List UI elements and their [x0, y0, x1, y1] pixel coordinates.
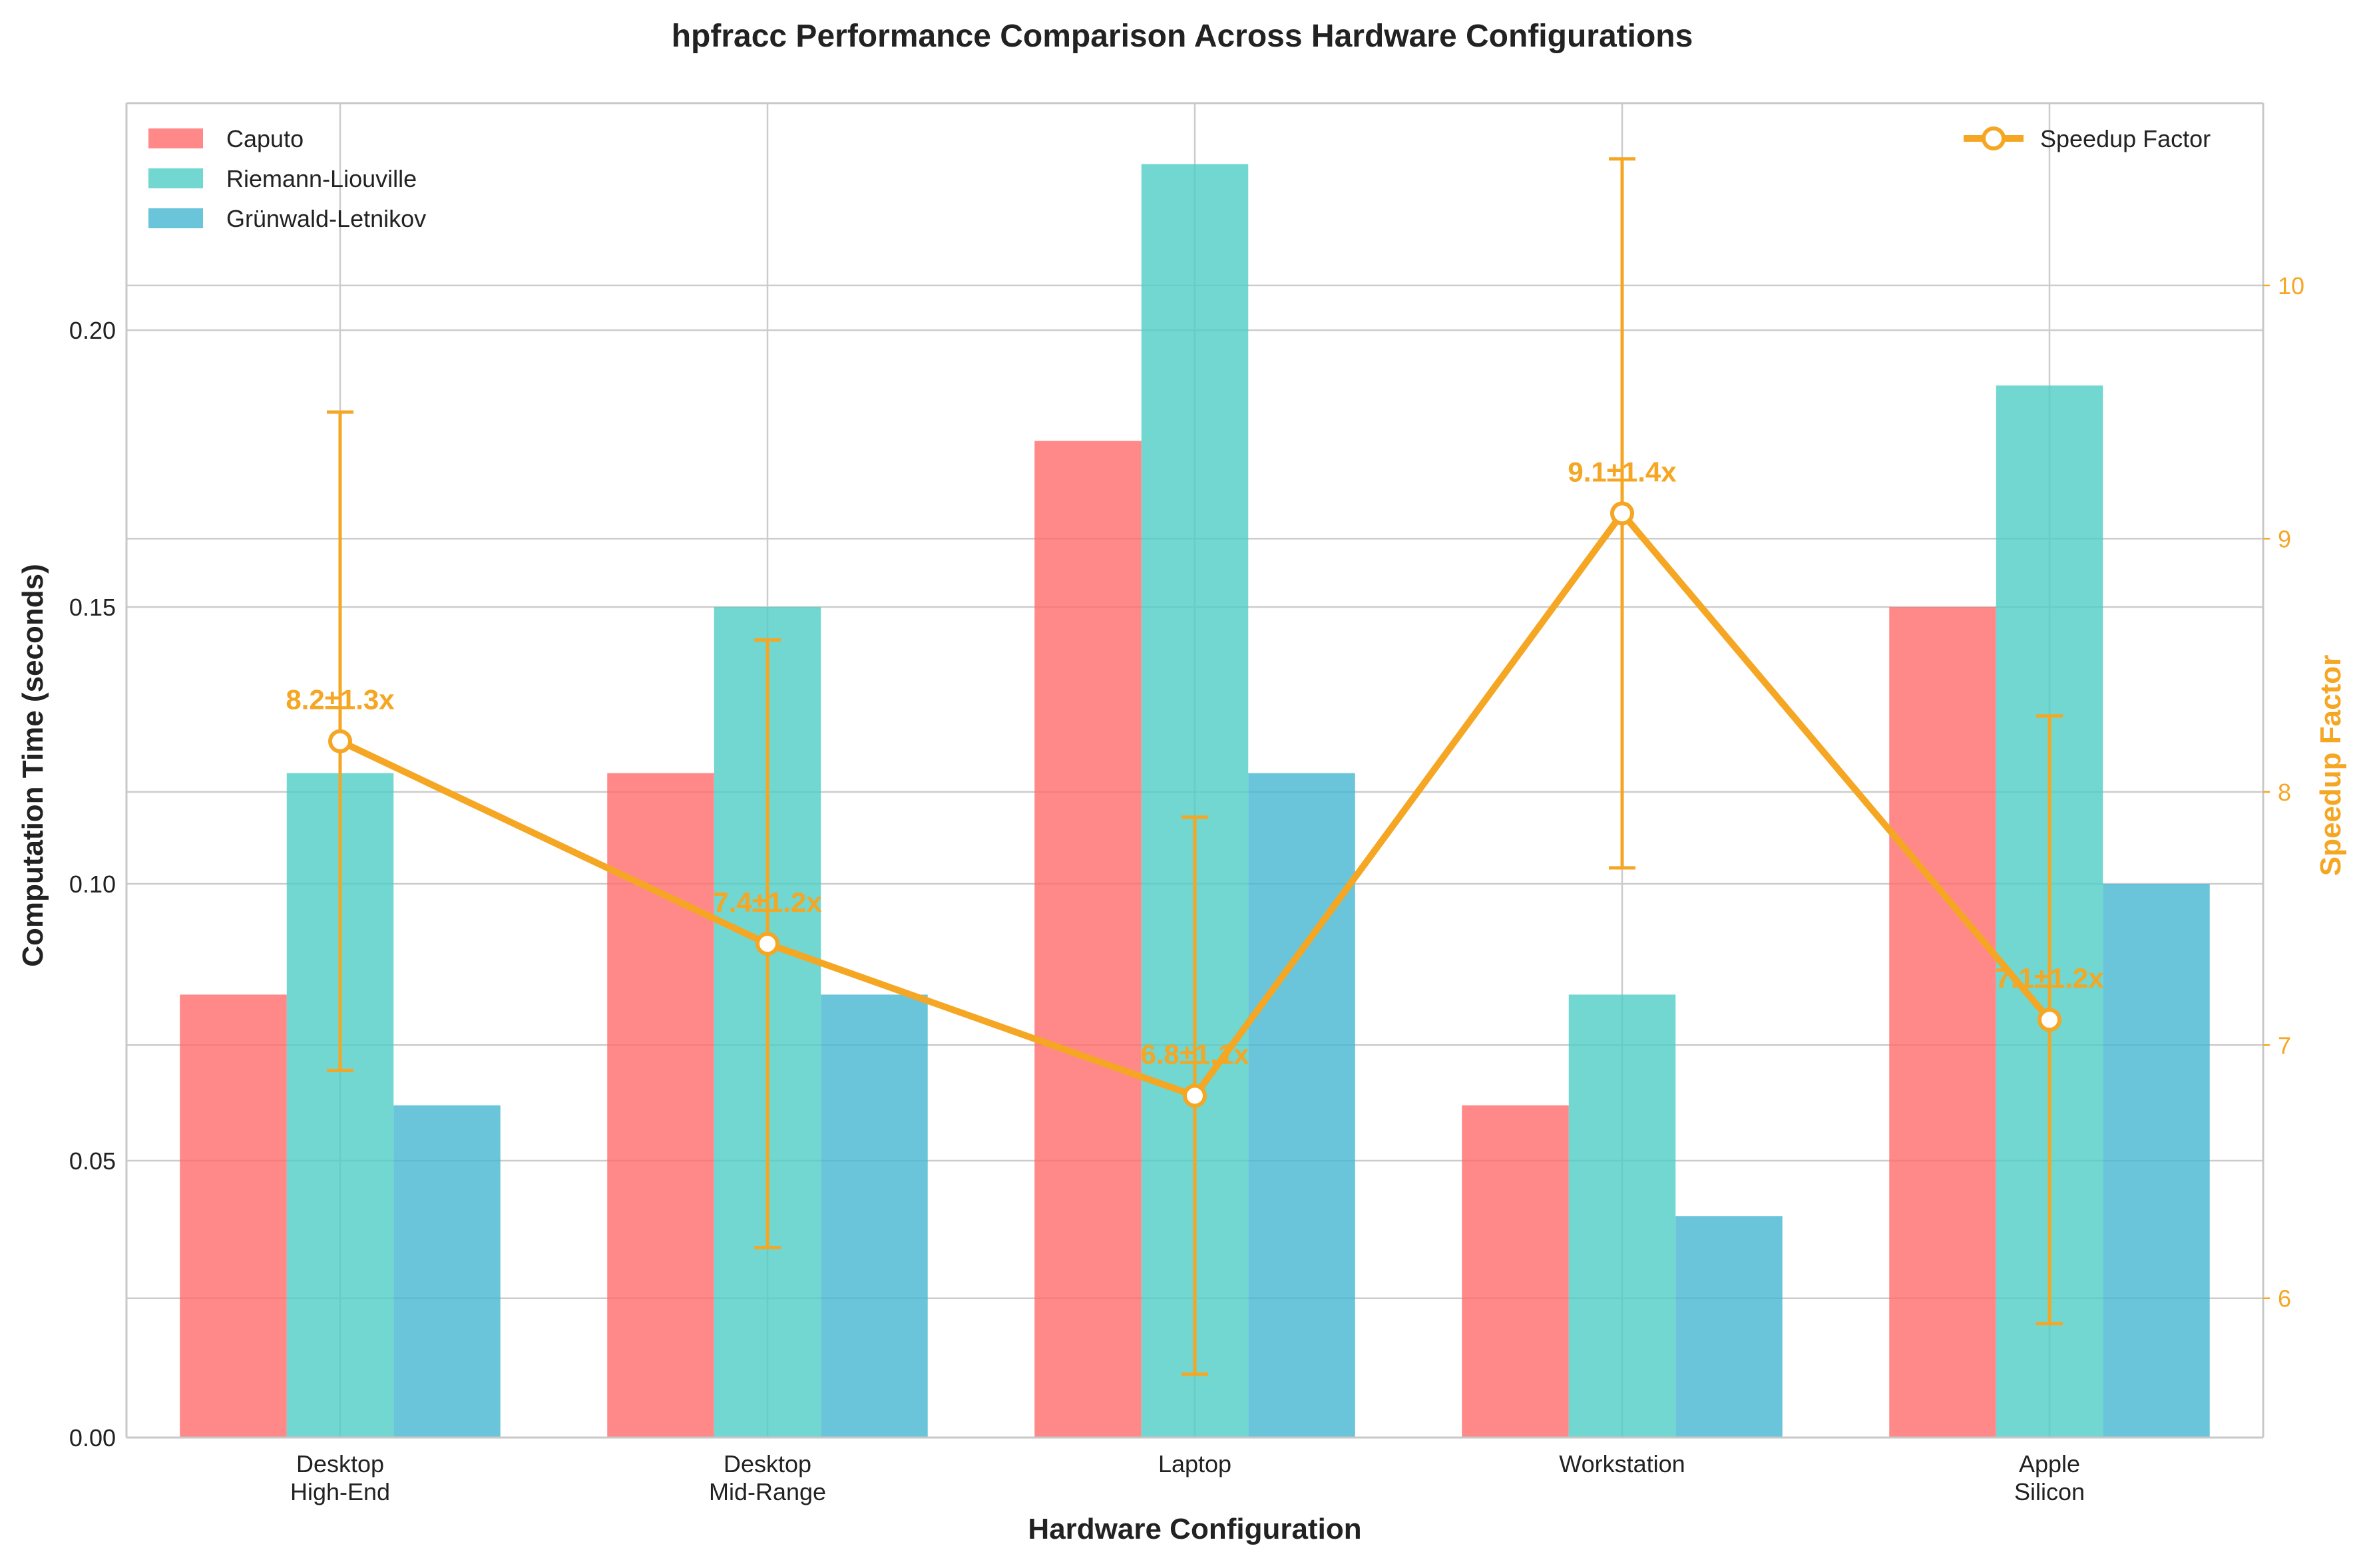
y-axis-label: Computation Time (seconds): [17, 564, 49, 966]
speedup-point: [2038, 1008, 2061, 1032]
legend-label: Speedup Factor: [2040, 125, 2211, 152]
x-tick-label: Apple: [2019, 1450, 2080, 1477]
y2-tick-label: 6: [2278, 1285, 2291, 1312]
legend-swatch: [148, 128, 203, 148]
bar: [1462, 1105, 1569, 1438]
x-tick-label: Desktop: [724, 1450, 811, 1477]
x-tick-label: Mid-Range: [709, 1478, 826, 1505]
x-tick-label: Laptop: [1158, 1450, 1231, 1477]
bar: [1034, 441, 1142, 1438]
x-tick-label: Workstation: [1559, 1450, 1685, 1477]
y-tick-label: 0.15: [69, 594, 116, 621]
speedup-line-layer: 8.2±1.3x 7.4±1.2x 6.8±1.1x 9.1±1.4x 7.1±1.2x: [286, 157, 2104, 1376]
y-tick-label: 0.05: [69, 1147, 116, 1175]
speedup-data-label: 6.8±1.1x: [1140, 1038, 1249, 1070]
x-tick-label: High-End: [290, 1478, 390, 1505]
y2-axis-label: Speedup Factor: [2314, 655, 2347, 877]
axes-layer: [125, 102, 2264, 1439]
legend-layer: Caputo Riemann-Liouville Grünwald-Letnikov…: [148, 125, 2211, 232]
y-tick-label: 0.10: [69, 871, 116, 898]
bar: [1248, 773, 1355, 1438]
y2-tick-label: 8: [2278, 779, 2291, 806]
legend-line-marker: [1982, 126, 2006, 150]
y-tick-label: 0.00: [69, 1424, 116, 1452]
bars-layer: [180, 164, 2210, 1438]
legend-label: Caputo: [226, 125, 304, 152]
speedup-point: [1610, 501, 1634, 526]
speedup-data-label: 7.1±1.2x: [1995, 962, 2104, 994]
speedup-point: [1183, 1083, 1207, 1108]
legend-label: Riemann-Liouville: [226, 165, 417, 192]
y-tick-label: 0.20: [69, 317, 116, 344]
x-axis-label: Hardware Configuration: [1028, 1513, 1361, 1545]
bar: [821, 994, 928, 1438]
speedup-data-label: 9.1±1.4x: [1568, 456, 1677, 487]
bar: [180, 994, 287, 1438]
bar: [393, 1105, 501, 1438]
bar: [1889, 607, 1996, 1438]
legend-label: Grünwald-Letnikov: [226, 205, 426, 232]
chart-title: hpfracc Performance Comparison Across Ha…: [672, 19, 1693, 54]
y2-tick-label: 9: [2278, 525, 2291, 552]
bar: [607, 773, 714, 1438]
bar: [1568, 994, 1676, 1438]
speedup-data-label: 8.2±1.3x: [286, 684, 395, 715]
bar: [1675, 1216, 1783, 1438]
x-tick-label: Desktop: [296, 1450, 384, 1477]
speedup-data-label: 7.4±1.2x: [713, 886, 822, 918]
x-tick-label: Silicon: [2014, 1478, 2085, 1505]
speedup-point: [755, 932, 779, 956]
bar: [2103, 884, 2210, 1438]
y2-tick-label: 10: [2278, 272, 2304, 299]
ticks-layer: 0.000.050.100.150.20678910DesktopHigh-En…: [69, 272, 2304, 1505]
speedup-point: [328, 729, 352, 753]
legend-swatch: [148, 208, 203, 228]
legend-swatch: [148, 168, 203, 188]
y2-tick-label: 7: [2278, 1032, 2291, 1059]
